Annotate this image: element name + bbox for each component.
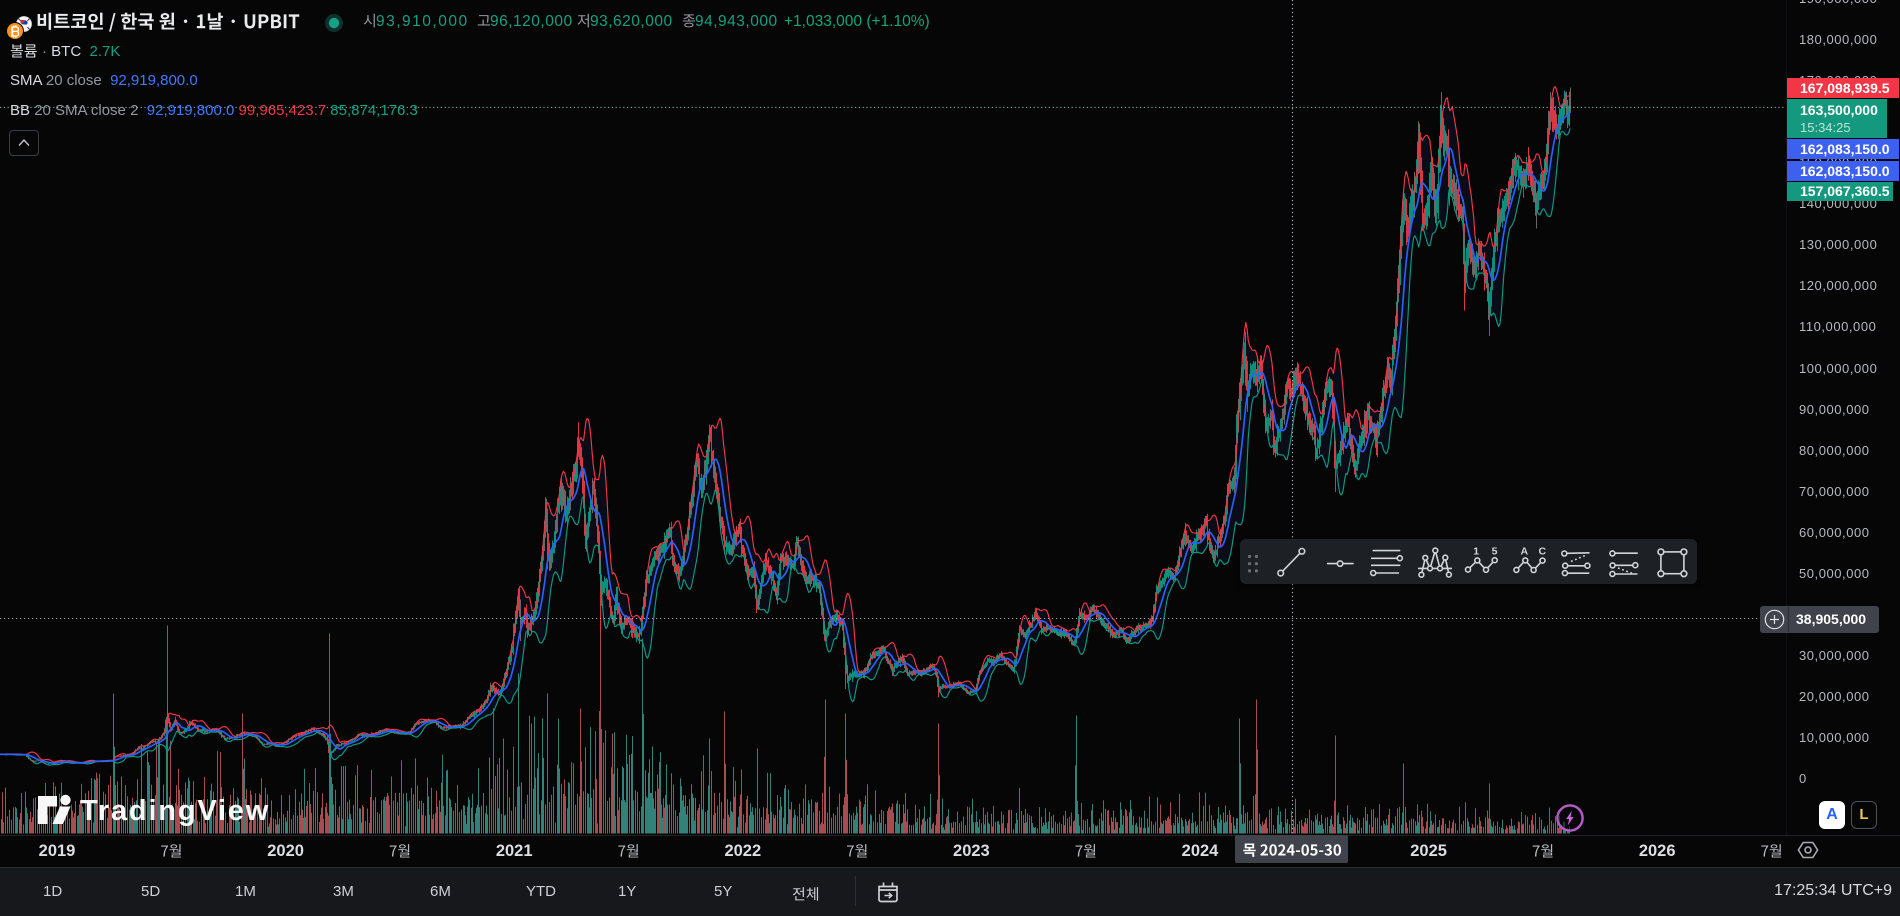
svg-text:C: C <box>1539 546 1547 558</box>
svg-text:TradingView: TradingView <box>80 795 270 827</box>
svg-text:1: 1 <box>1473 546 1479 558</box>
svg-text:5: 5 <box>1492 546 1498 558</box>
svg-text:A: A <box>1521 546 1529 558</box>
